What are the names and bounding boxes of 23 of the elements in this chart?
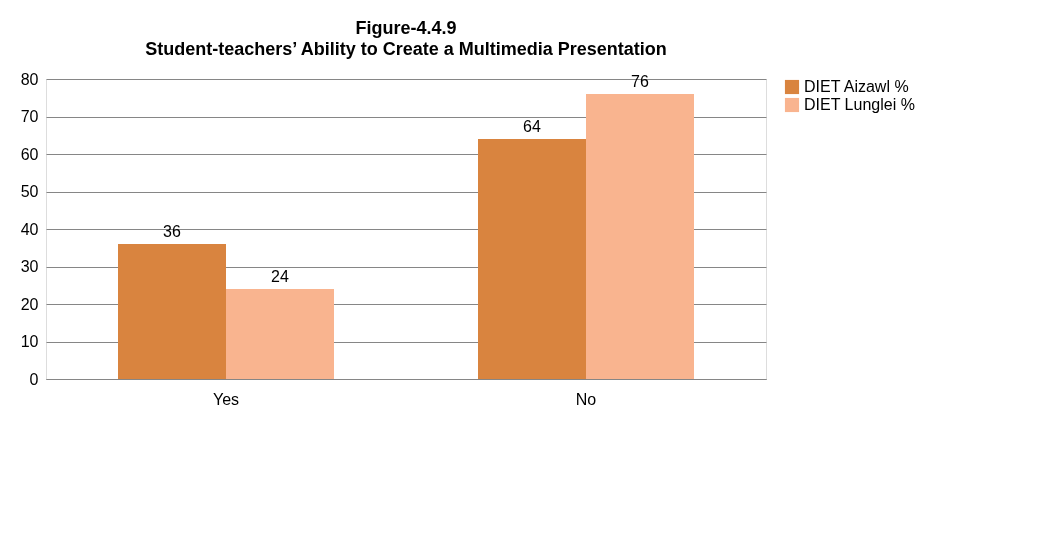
y-tick-label: 60: [20, 145, 39, 163]
y-tick-label: 0: [29, 370, 39, 388]
x-tick-label: No: [575, 390, 597, 408]
y-tick-label: 20: [20, 295, 39, 313]
data-label: 24: [271, 268, 289, 285]
data-label: 64: [523, 118, 541, 135]
y-tick-label: 40: [20, 220, 39, 238]
bar: [118, 244, 226, 379]
bar: [478, 139, 586, 379]
chart-subtitle: Student-teachers’ Ability to Create a Multimedia Presentation: [145, 39, 667, 59]
bar: [226, 289, 334, 379]
y-tick-label: 80: [20, 70, 39, 88]
legend-label: DIET Aizawl %: [804, 78, 909, 95]
y-tick-label: 30: [20, 258, 39, 275]
y-tick-label: 70: [20, 108, 39, 125]
data-label: 36: [163, 223, 181, 240]
x-tick-label: Yes: [212, 390, 240, 408]
chart-title: Figure-4.4.9: [355, 18, 457, 38]
legend-label: DIET Lunglei %: [804, 96, 915, 113]
y-tick-label: 10: [20, 333, 39, 350]
bar: [586, 94, 694, 379]
data-label: 76: [631, 73, 649, 90]
y-tick-label: 50: [20, 183, 39, 200]
